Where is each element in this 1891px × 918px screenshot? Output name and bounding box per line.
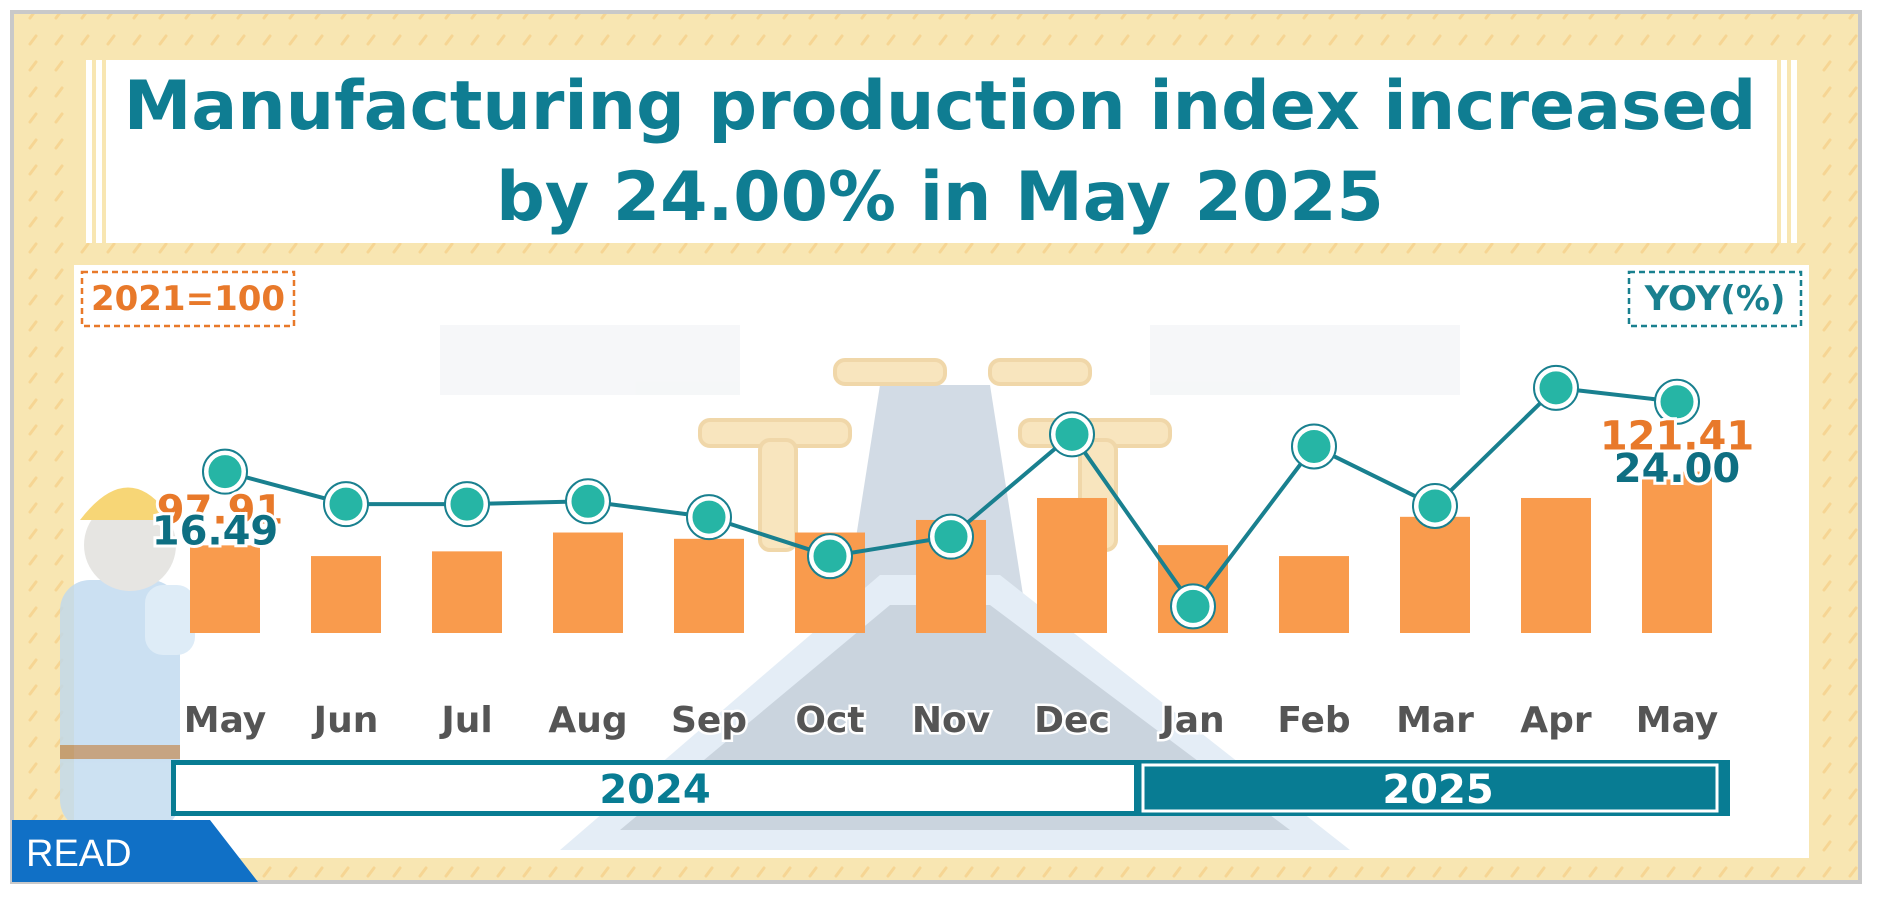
- bar-jun-1: [311, 556, 381, 633]
- yoy-point-7: [1050, 412, 1094, 456]
- yoy-point-ring-12: [1654, 378, 1700, 425]
- yoy-point-2: [445, 482, 489, 526]
- x-tick-label-1: Jun: [311, 700, 379, 741]
- yoy-point-11: [1534, 366, 1578, 410]
- x-tick-label-0: May: [184, 700, 266, 741]
- yoy-point-9: [1292, 424, 1336, 468]
- yoy-point-4: [687, 495, 731, 539]
- yoy-point-ring-1: [323, 481, 369, 528]
- title-line-1: Manufacturing production index increased: [124, 67, 1757, 146]
- yoy-point-ring-10: [1412, 482, 1458, 529]
- x-tick-label-11: Apr: [1520, 700, 1592, 741]
- x-tick-label-3: Aug: [548, 700, 627, 741]
- x-tick-label-9: Feb: [1277, 700, 1350, 741]
- worker-illustration: [60, 487, 195, 830]
- bar-mar-10: [1400, 516, 1470, 633]
- yoy-point-ring-3: [565, 478, 611, 525]
- data-label-index-0: 97.91: [157, 487, 284, 533]
- x-tick-label-10: Mar: [1396, 700, 1474, 741]
- x-tick-label-6: Nov: [912, 700, 990, 741]
- bar-feb-9: [1279, 556, 1349, 633]
- yoy-point-ring-6: [928, 513, 974, 560]
- left-axis-tag-box: [80, 270, 296, 328]
- yoy-point-3: [566, 479, 610, 523]
- title-panel: [74, 60, 1809, 243]
- data-label-index-12: 121.41: [1600, 414, 1754, 460]
- read-button-label: READ: [26, 833, 132, 875]
- bar-jul-2: [432, 551, 502, 633]
- yoy-point-ring-11: [1533, 364, 1579, 411]
- x-tick-label-12: May: [1636, 700, 1718, 741]
- yoy-point-5: [808, 534, 852, 578]
- yoy-point-1: [324, 482, 368, 526]
- yoy-point-ring-2: [444, 481, 490, 528]
- bar-dec-7: [1037, 497, 1107, 633]
- yoy-point-12: [1655, 380, 1699, 424]
- right-axis-tag: YOY(%): [1644, 279, 1786, 319]
- data-label-yoy-0: 16.49: [152, 509, 279, 555]
- yoy-point-0: [203, 450, 247, 494]
- yoy-point-8: [1171, 584, 1215, 628]
- yoy-line-layer: [202, 364, 1700, 630]
- x-axis-layer: May Jun Jul Aug Sep Oct Nov Dec Jan Feb Mar Apr May: [181, 698, 1720, 744]
- bar-sep-4: [674, 538, 744, 633]
- bar-may-0: [190, 545, 260, 633]
- yoy-point-ring-7: [1049, 411, 1095, 458]
- bar-apr-11: [1521, 497, 1591, 633]
- x-tick-label-7: Dec: [1034, 700, 1110, 741]
- year-2025-band: [1141, 763, 1719, 813]
- x-tick-label-5: Oct: [795, 700, 864, 741]
- yoy-point-ring-8: [1170, 583, 1216, 630]
- right-axis-tag-box: [1627, 270, 1803, 328]
- data-labels-layer: 97.91 121.41 16.49 24.00: [149, 411, 1757, 558]
- year-2024-label: 2024: [599, 767, 710, 813]
- yoy-point-ring-5: [807, 533, 853, 580]
- yoy-point-ring-4: [686, 494, 732, 541]
- data-label-yoy-12: 24.00: [1614, 446, 1741, 492]
- read-button[interactable]: READ: [12, 820, 258, 882]
- left-axis-tag: 2021=100: [91, 279, 285, 319]
- bar-may-12: [1642, 471, 1712, 633]
- yoy-point-6: [929, 515, 973, 559]
- title-line-2: by 24.00% in May 2025: [496, 158, 1384, 237]
- x-tick-label-8: Jan: [1158, 700, 1224, 741]
- yoy-point-ring-0: [202, 448, 248, 495]
- yoy-point-10: [1413, 484, 1457, 528]
- x-tick-label-4: Sep: [671, 700, 747, 741]
- x-tick-label-2: Jul: [438, 700, 492, 741]
- year-2024-band: [176, 765, 1134, 811]
- year-2025-label: 2025: [1382, 767, 1493, 813]
- year-band: 2024 2025: [171, 760, 1730, 816]
- bar-aug-3: [553, 532, 623, 633]
- yoy-point-ring-9: [1291, 423, 1337, 470]
